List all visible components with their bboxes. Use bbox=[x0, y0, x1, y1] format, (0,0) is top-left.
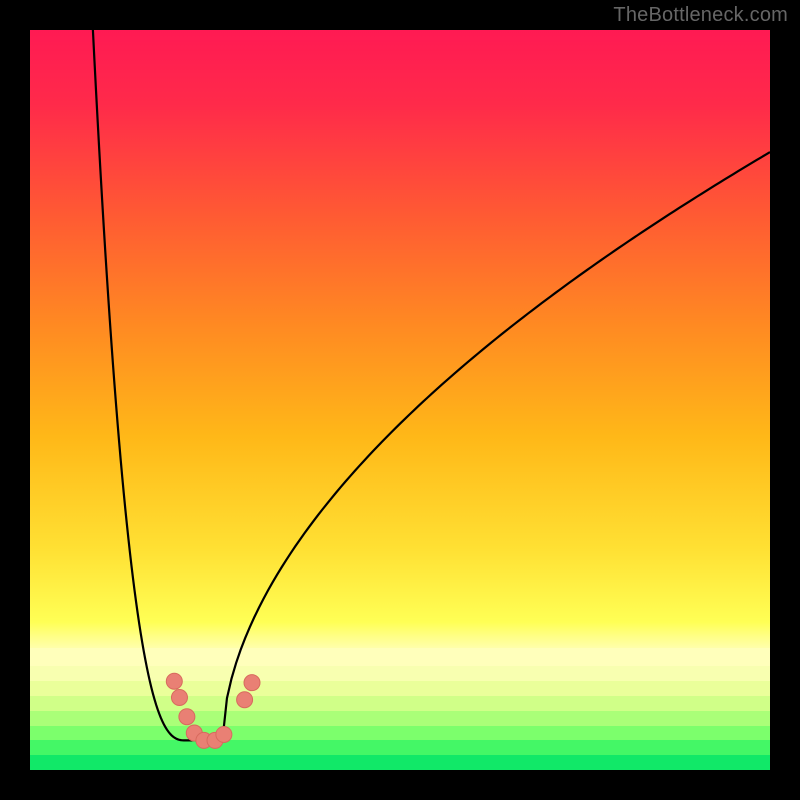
outer-frame: TheBottleneck.com bbox=[0, 0, 800, 800]
plot-area bbox=[30, 30, 770, 770]
data-marker bbox=[237, 692, 253, 708]
bottleneck-curve-path bbox=[93, 30, 770, 740]
bottleneck-curve bbox=[30, 30, 770, 770]
watermark-text: TheBottleneck.com bbox=[613, 4, 788, 27]
data-marker bbox=[179, 709, 195, 725]
data-marker bbox=[171, 689, 187, 705]
data-marker bbox=[166, 673, 182, 689]
data-marker bbox=[216, 726, 232, 742]
data-marker bbox=[244, 675, 260, 691]
